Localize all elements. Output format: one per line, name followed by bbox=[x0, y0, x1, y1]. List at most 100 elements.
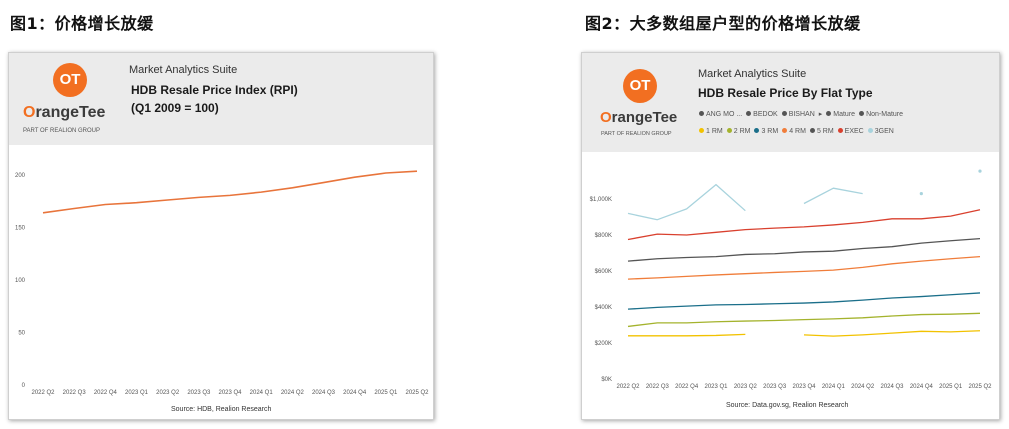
filter-dot-icon bbox=[859, 111, 865, 116]
series-line bbox=[42, 170, 418, 214]
legend-label: EXEC bbox=[844, 128, 864, 135]
x-tick-label: 2023 Q2 bbox=[734, 384, 758, 390]
filter-dot-icon bbox=[746, 111, 752, 116]
series-line bbox=[627, 209, 981, 241]
legend-label: 5 RM bbox=[816, 128, 834, 135]
series-line bbox=[42, 170, 418, 214]
x-tick-label: 2024 Q1 bbox=[822, 384, 846, 390]
x-tick-label: 2022 Q3 bbox=[63, 390, 87, 396]
legend-label: 4 RM bbox=[789, 128, 806, 135]
suite-label: Market Analytics Suite bbox=[129, 64, 238, 76]
x-tick-label: 2024 Q2 bbox=[281, 390, 305, 396]
flat-type-card-header: OT OrangeTee PART OF REALION GROUP Marke… bbox=[582, 53, 999, 152]
filter-item[interactable]: BISHAN bbox=[781, 111, 815, 118]
legend-item: 5 RM bbox=[809, 128, 834, 135]
legend-label: 2 RM bbox=[733, 128, 751, 135]
more-filters-arrow-icon[interactable]: ▸ bbox=[818, 111, 823, 118]
filter-label: BEDOK bbox=[753, 111, 778, 118]
legend-item: 3GEN bbox=[867, 128, 894, 135]
flat-type-line-chart: $0K $200K $400K $600K $800K $1,000K 2022 Q2 202… bbox=[590, 169, 992, 390]
x-tick-label: 2023 Q3 bbox=[187, 390, 211, 396]
figure2-heading: 图2：大多数组屋户型的价格增长放缓 bbox=[585, 14, 861, 33]
orangetee-wordmark: OrangeTee bbox=[600, 109, 678, 126]
legend-label: 3GEN bbox=[874, 128, 894, 135]
series-4-rm bbox=[627, 255, 981, 280]
rpi-chart-card: OT OrangeTee PART OF REALION GROUP Marke… bbox=[8, 52, 434, 420]
chart-source: Source: Data.gov.sg, Realion Research bbox=[726, 402, 849, 409]
chart-subtitle: (Q1 2009 = 100) bbox=[131, 101, 219, 115]
y-tick-label: $200K bbox=[595, 341, 612, 347]
series-line bbox=[803, 187, 863, 205]
series-line bbox=[627, 312, 981, 328]
x-tick-label: 2022 Q4 bbox=[675, 384, 699, 390]
x-tick-label: 2025 Q1 bbox=[374, 390, 398, 396]
rpi-line-chart: 0 50 100 150 200 2022 Q2 2022 Q3 2022 Q4 2023 Q1… bbox=[15, 170, 429, 396]
filter-item[interactable]: BEDOK bbox=[746, 111, 778, 118]
legend-dot-icon bbox=[754, 128, 760, 133]
series-line bbox=[627, 292, 981, 310]
filter-item[interactable]: Mature bbox=[826, 111, 855, 118]
x-tick-label: 2023 Q1 bbox=[704, 384, 728, 390]
x-tick-label: 2024 Q2 bbox=[851, 384, 875, 390]
x-tick-label: 2022 Q4 bbox=[94, 390, 118, 396]
region-filter-legend[interactable]: ANG MO ... BEDOK BISHAN ▸ Mature Non-Mature bbox=[699, 110, 907, 118]
legend-item: 3 RM bbox=[754, 128, 778, 135]
y-tick-label: $0K bbox=[601, 377, 612, 383]
x-tick-label: 2024 Q3 bbox=[880, 384, 904, 390]
legend-item: 2 RM bbox=[726, 128, 751, 135]
logo-subtitle: PART OF REALION GROUP bbox=[601, 131, 672, 137]
series-1-rm bbox=[628, 330, 981, 337]
series-line bbox=[628, 333, 746, 337]
legend-dot-icon bbox=[867, 128, 873, 133]
series-3-rm bbox=[627, 292, 981, 310]
filter-item[interactable]: ANG MO ... bbox=[699, 111, 742, 118]
filter-item[interactable]: Non-Mature bbox=[859, 111, 903, 118]
y-tick-label: 150 bbox=[15, 226, 26, 232]
filter-label: Mature bbox=[833, 111, 856, 118]
x-tick-label: 2023 Q2 bbox=[156, 390, 180, 396]
chart-source: Source: HDB, Realion Research bbox=[171, 406, 272, 413]
orangetee-logo: OT OrangeTee PART OF REALION GROUP bbox=[23, 61, 113, 141]
legend-dot-icon bbox=[837, 128, 843, 133]
y-tick-label: 0 bbox=[22, 383, 26, 389]
y-tick-label: $600K bbox=[595, 269, 612, 275]
legend-dot-icon bbox=[699, 128, 704, 133]
filter-label: BISHAN bbox=[788, 111, 815, 118]
filter-label: Non-Mature bbox=[866, 111, 904, 118]
x-tick-label: 2024 Q3 bbox=[312, 390, 336, 396]
y-tick-label: 200 bbox=[15, 173, 26, 179]
orangetee-mark-icon: OT bbox=[623, 69, 657, 103]
y-tick-label: 100 bbox=[15, 278, 26, 284]
series-exec bbox=[627, 209, 981, 241]
x-tick-label: 2025 Q2 bbox=[405, 390, 429, 396]
rpi-card-header: OT OrangeTee PART OF REALION GROUP Marke… bbox=[9, 53, 433, 145]
x-tick-label: 2025 Q1 bbox=[939, 384, 963, 390]
x-tick-label: 2025 Q2 bbox=[968, 384, 992, 390]
orangetee-wordmark: OrangeTee bbox=[23, 104, 106, 121]
legend-label: 1 RM bbox=[706, 128, 723, 135]
chart-title: HDB Resale Price Index (RPI) bbox=[131, 83, 298, 97]
x-tick-label: 2023 Q4 bbox=[792, 384, 816, 390]
x-tick-label: 2022 Q2 bbox=[616, 384, 640, 390]
figure1-heading: 图1：价格增长放缓 bbox=[10, 14, 154, 33]
flat-type-chart-card: OT OrangeTee PART OF REALION GROUP Marke… bbox=[581, 52, 1000, 420]
y-tick-label: 50 bbox=[18, 331, 25, 337]
legend-item: 4 RM bbox=[782, 128, 806, 135]
series-line bbox=[627, 183, 746, 221]
filter-label: ANG MO ... bbox=[706, 111, 743, 118]
orangetee-mark-icon: OT bbox=[53, 63, 87, 97]
series-2-rm bbox=[627, 312, 981, 328]
legend-dot-icon bbox=[809, 128, 815, 133]
series-line bbox=[803, 330, 981, 337]
x-tick-label: 2023 Q4 bbox=[218, 390, 242, 396]
x-tick-label: 2023 Q3 bbox=[763, 384, 787, 390]
series-line bbox=[627, 255, 981, 280]
y-tick-label: $800K bbox=[595, 233, 612, 239]
series-5-rm bbox=[627, 237, 981, 262]
x-tick-label: 2022 Q3 bbox=[646, 384, 670, 390]
chart-title: HDB Resale Price By Flat Type bbox=[698, 86, 873, 100]
x-tick-label: 2024 Q4 bbox=[343, 390, 367, 396]
legend-dot-icon bbox=[782, 128, 788, 133]
orangetee-logo: OT OrangeTee PART OF REALION GROUP bbox=[598, 67, 688, 147]
filter-dot-icon bbox=[781, 111, 787, 116]
